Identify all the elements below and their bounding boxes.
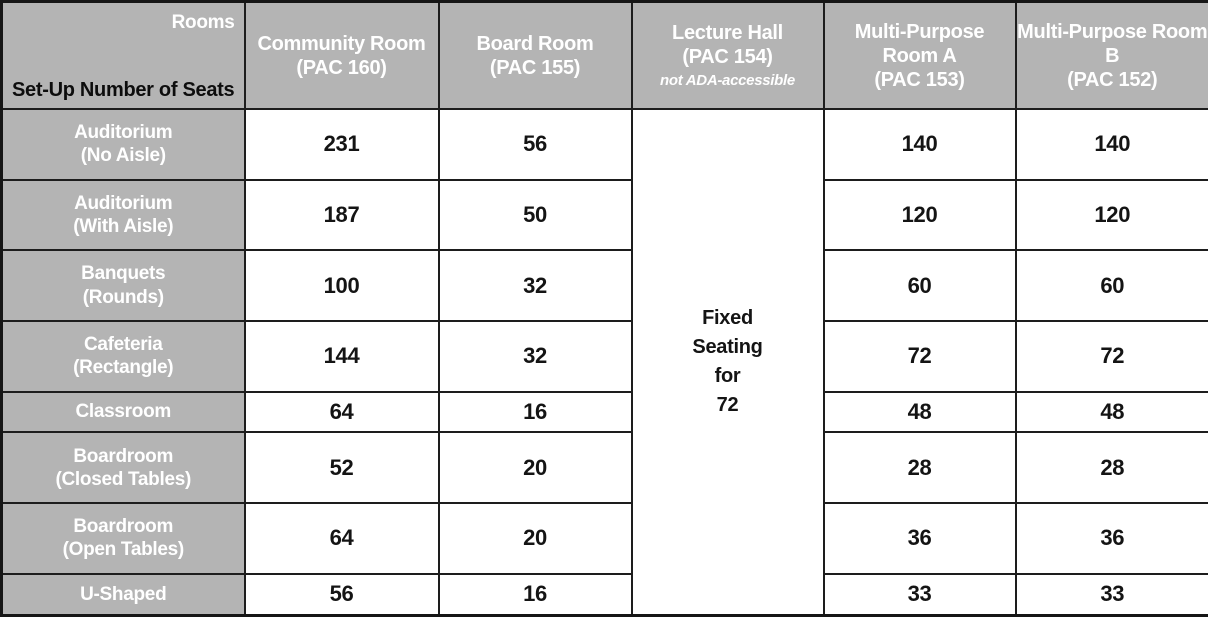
- seat-count-cell: 50: [437, 178, 633, 252]
- corner-header-cell: Rooms Set-Up Number of Seats: [0, 0, 246, 110]
- row-label-u-shaped: U-Shaped: [0, 572, 246, 617]
- seat-count-cell: 48: [1014, 390, 1208, 434]
- row-label-banquets-rounds: Banquets (Rounds): [0, 249, 246, 322]
- seat-count-cell: 32: [437, 249, 633, 322]
- col-header-code: (PAC 155): [489, 56, 581, 79]
- seat-count-cell: 33: [822, 572, 1017, 617]
- col-header-name: Multi-Purpose Room A: [854, 20, 985, 67]
- row-label-detail: (Open Tables): [62, 539, 185, 561]
- row-label-auditorium-with-aisle: Auditorium (With Aisle): [0, 178, 246, 252]
- seat-count-cell: 52: [243, 431, 440, 505]
- seat-count-cell: 60: [822, 249, 1017, 322]
- col-header-name: Lecture Hall: [672, 22, 783, 44]
- seat-count-cell: 187: [243, 178, 440, 252]
- row-label-detail: (Rounds): [82, 286, 164, 308]
- col-header-multi-purpose-room-a: Multi-Purpose Room A (PAC 153): [822, 0, 1017, 110]
- seat-count-cell: 64: [243, 502, 440, 575]
- row-label-text: Boardroom: [73, 445, 174, 467]
- fixed-seating-line: 72: [716, 394, 739, 416]
- col-header-code: (PAC 154): [682, 46, 773, 68]
- setup-number-of-seats-label: Set-Up Number of Seats: [12, 79, 235, 101]
- seat-count-cell: 36: [1014, 502, 1208, 575]
- seat-count-cell: 20: [437, 502, 633, 575]
- row-label-detail: (No Aisle): [80, 145, 166, 167]
- seat-count-cell: 60: [1014, 249, 1208, 322]
- row-label-text: Auditorium: [74, 192, 173, 214]
- table-row-u-shaped: U-Shaped 56 16 33 33: [0, 572, 1208, 617]
- fixed-seating-line: Seating: [692, 336, 763, 358]
- seat-count-cell: 16: [437, 390, 633, 434]
- table-row-boardroom-open-tables: Boardroom (Open Tables) 64 20 36 36: [0, 502, 1208, 575]
- col-header-community-room: Community Room (PAC 160): [243, 0, 440, 110]
- seat-count-cell: 120: [822, 178, 1017, 252]
- row-label-boardroom-open-tables: Boardroom (Open Tables): [0, 502, 246, 575]
- col-header-board-room: Board Room (PAC 155): [437, 0, 633, 110]
- seat-count-cell: 100: [243, 249, 440, 322]
- col-header-code: (PAC 153): [874, 68, 965, 91]
- table-row-banquets-rounds: Banquets (Rounds) 100 32 60 60: [0, 249, 1208, 322]
- row-label-detail: (Rectangle): [73, 357, 174, 379]
- seat-count-cell: 72: [822, 319, 1017, 393]
- row-label-text: Cafeteria: [83, 334, 163, 356]
- seat-count-cell: 36: [822, 502, 1017, 575]
- row-label-text: U-Shaped: [80, 583, 167, 605]
- seat-count-cell: 144: [243, 319, 440, 393]
- row-label-cafeteria-rectangle: Cafeteria (Rectangle): [0, 319, 246, 393]
- table-row-boardroom-closed-tables: Boardroom (Closed Tables) 52 20 28 28: [0, 431, 1208, 505]
- fixed-seating-line: for: [714, 365, 741, 387]
- col-header-lecture-hall: Lecture Hall (PAC 154) not ADA-accessibl…: [630, 0, 825, 110]
- col-header-code: (PAC 160): [296, 56, 387, 79]
- col-header-multi-purpose-room-b: Multi-Purpose Room B (PAC 152): [1014, 0, 1208, 110]
- col-header-code: (PAC 152): [1067, 68, 1158, 91]
- rooms-label: Rooms: [171, 12, 235, 33]
- seat-count-cell: 20: [437, 431, 633, 505]
- seat-count-cell: 32: [437, 319, 633, 393]
- lecture-hall-fixed-seating-cell: Fixed Seating for 72: [630, 108, 825, 617]
- row-label-detail: (With Aisle): [73, 215, 174, 237]
- seat-count-cell: 72: [1014, 319, 1208, 393]
- row-label-classroom: Classroom: [0, 390, 246, 434]
- seat-count-cell: 140: [822, 108, 1017, 181]
- corner-header-inner: Rooms Set-Up Number of Seats: [3, 3, 244, 108]
- seat-count-cell: 64: [243, 390, 440, 434]
- seat-count-cell: 56: [243, 572, 440, 617]
- row-label-text: Boardroom: [73, 516, 174, 538]
- col-header-name: Multi-Purpose Room B: [1017, 20, 1208, 67]
- table-row-auditorium-with-aisle: Auditorium (With Aisle) 187 50 120 120: [0, 178, 1208, 252]
- seat-count-cell: 16: [437, 572, 633, 617]
- seat-count-cell: 48: [822, 390, 1017, 434]
- seat-count-cell: 231: [243, 108, 440, 181]
- table-row-auditorium-no-aisle: Auditorium (No Aisle) 231 56 Fixed Seati…: [0, 108, 1208, 617]
- row-label-text: Banquets: [81, 263, 166, 285]
- ada-accessibility-note: not ADA-accessible: [660, 72, 795, 89]
- col-header-name: Community Room: [257, 32, 426, 55]
- header-row: Rooms Set-Up Number of Seats Community R…: [0, 0, 1208, 110]
- row-label-auditorium-no-aisle: Auditorium (No Aisle): [0, 108, 246, 181]
- seat-count-cell: 33: [1014, 572, 1208, 617]
- fixed-seating-line: Fixed: [702, 307, 753, 329]
- row-label-boardroom-closed-tables: Boardroom (Closed Tables): [0, 431, 246, 505]
- table-row-cafeteria-rectangle: Cafeteria (Rectangle) 144 32 72 72: [0, 319, 1208, 393]
- seat-count-cell: 140: [1014, 108, 1208, 181]
- row-label-detail: (Closed Tables): [55, 468, 192, 490]
- seat-count-cell: 56: [437, 108, 633, 181]
- seat-count-cell: 120: [1014, 178, 1208, 252]
- table-row-classroom: Classroom 64 16 48 48: [0, 390, 1208, 434]
- seat-count-cell: 28: [1014, 431, 1208, 505]
- row-label-text: Auditorium: [74, 122, 173, 144]
- row-label-text: Classroom: [75, 401, 171, 423]
- col-header-name: Board Room: [476, 32, 594, 55]
- seat-count-cell: 28: [822, 431, 1017, 505]
